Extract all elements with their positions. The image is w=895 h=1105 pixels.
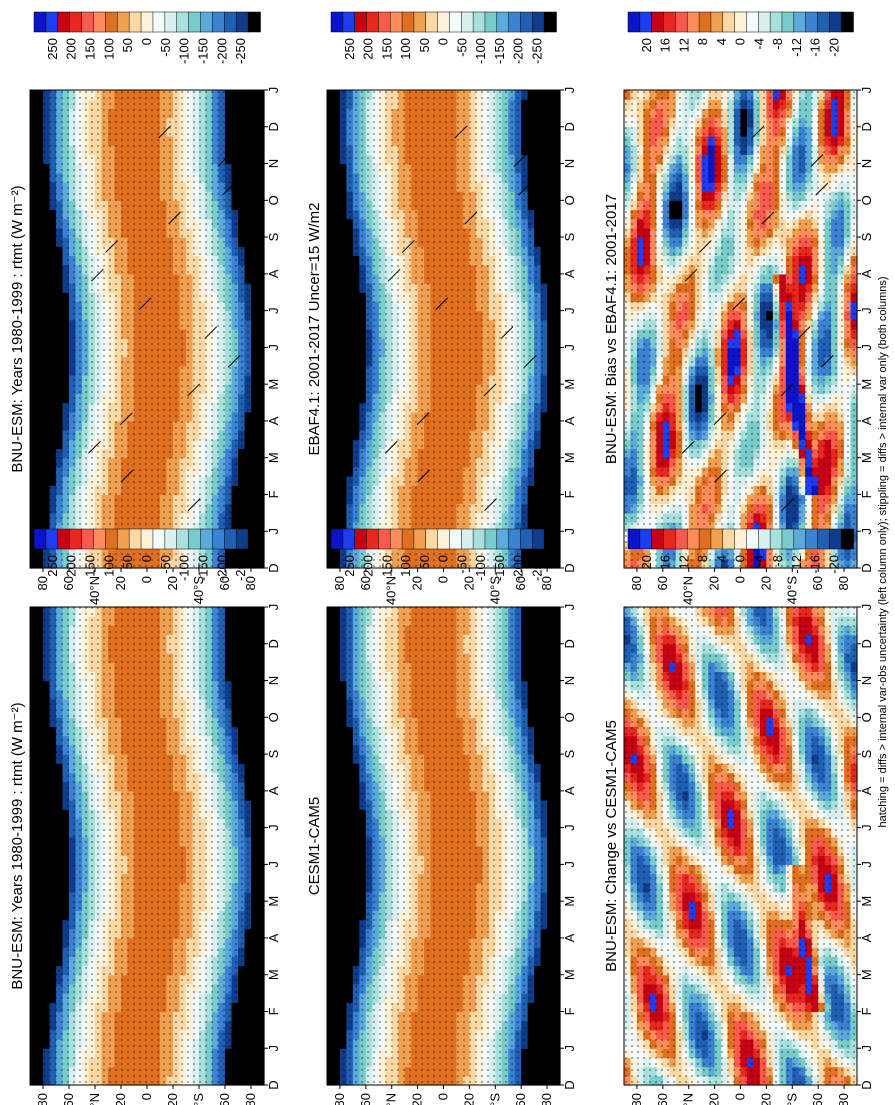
- hatch-mark: [222, 182, 235, 196]
- lat-tick-label: 40°S: [191, 1093, 206, 1105]
- lat-tick-label: 20: [113, 1093, 128, 1105]
- hatch-mark: [91, 268, 104, 282]
- panel-p2: BNU-ESM: Years 1980-1999 : rtmt (W m⁻²) D…: [9, 604, 281, 1105]
- month-tick-label: M: [266, 896, 281, 907]
- hatch-mark: [204, 326, 218, 339]
- month-tick-label: J: [266, 307, 281, 314]
- hatch-mark: [88, 440, 101, 454]
- lat-tick-label: 20: [165, 576, 180, 590]
- month-tick-label: O: [266, 195, 281, 205]
- stipple-overlay: [30, 90, 264, 568]
- month-tick-label: J: [266, 528, 281, 535]
- month-tick-label: J: [266, 1045, 281, 1052]
- month-tick-label: A: [266, 933, 281, 942]
- lat-tick-label: 0: [139, 1093, 154, 1100]
- lat-tick-label: 40°N: [87, 576, 102, 605]
- month-tick-label: O: [266, 712, 281, 722]
- lat-tick-label: 60: [217, 576, 232, 590]
- panel-title: BNU-ESM: Years 1980-1999 : rtmt (W m⁻²): [9, 702, 26, 989]
- month-tick-label: A: [266, 269, 281, 278]
- month-tick-label: J: [266, 824, 281, 831]
- month-tick-label: D: [266, 563, 281, 572]
- month-tick-label: D: [266, 1080, 281, 1089]
- hatch-mark: [217, 154, 231, 167]
- lat-tick-label: 80: [35, 576, 50, 590]
- hatch-mark: [158, 125, 172, 139]
- month-tick-label: J: [266, 87, 281, 94]
- month-tick-label: D: [266, 122, 281, 131]
- panel-p3: EBAF4.1: 2001-2017 Uncer=15 W/m2DJFMAMJJ…: [306, 87, 577, 605]
- hatch-mark: [120, 412, 133, 425]
- month-tick-label: M: [266, 452, 281, 463]
- lat-tick-label: 60: [61, 576, 76, 590]
- lat-tick-label: 60: [217, 1093, 232, 1105]
- lat-tick-label: 40°S: [191, 576, 206, 605]
- month-tick-label: S: [266, 749, 281, 758]
- month-tick-label: F: [266, 1007, 281, 1015]
- hatch-mark: [120, 469, 134, 483]
- month-tick-label: N: [266, 159, 281, 168]
- month-tick-label: A: [266, 416, 281, 425]
- hatch-mark: [105, 240, 118, 253]
- lat-tick-label: 80: [243, 1093, 258, 1105]
- panel-p1: BNU-ESM: Years 1980-1999 : rtmt (W m⁻²) D…: [9, 87, 281, 605]
- lat-tick-label: 80: [243, 576, 258, 590]
- month-tick-label: A: [266, 786, 281, 795]
- hatch-mark: [168, 211, 181, 225]
- panel-title: BNU-ESM: Years 1980-1999 : rtmt (W m⁻²): [9, 185, 26, 472]
- hatch-mark: [187, 498, 201, 511]
- hatch-mark: [187, 383, 200, 397]
- panels-group: BNU-ESM: Years 1980-1999 : rtmt (W m⁻²) D…: [9, 87, 874, 1105]
- month-tick-label: J: [266, 604, 281, 611]
- stipple-overlay: [30, 607, 264, 1085]
- lat-tick-label: 20: [165, 1093, 180, 1105]
- month-tick-label: D: [266, 639, 281, 648]
- month-tick-label: N: [266, 676, 281, 685]
- month-tick-label: M: [266, 379, 281, 390]
- lat-tick-label: 20: [113, 576, 128, 590]
- month-tick-label: J: [266, 861, 281, 868]
- lat-tick-label: 40°N: [87, 1093, 102, 1105]
- month-tick-label: M: [266, 969, 281, 980]
- hatch-mark: [138, 297, 152, 311]
- lat-tick-label: 80: [35, 1093, 50, 1105]
- month-tick-label: S: [266, 232, 281, 241]
- hatch-mark: [227, 354, 241, 368]
- lat-tick-label: 60: [61, 1093, 76, 1105]
- lat-tick-label: 0: [139, 576, 154, 583]
- month-tick-label: J: [266, 344, 281, 351]
- month-tick-label: F: [266, 490, 281, 498]
